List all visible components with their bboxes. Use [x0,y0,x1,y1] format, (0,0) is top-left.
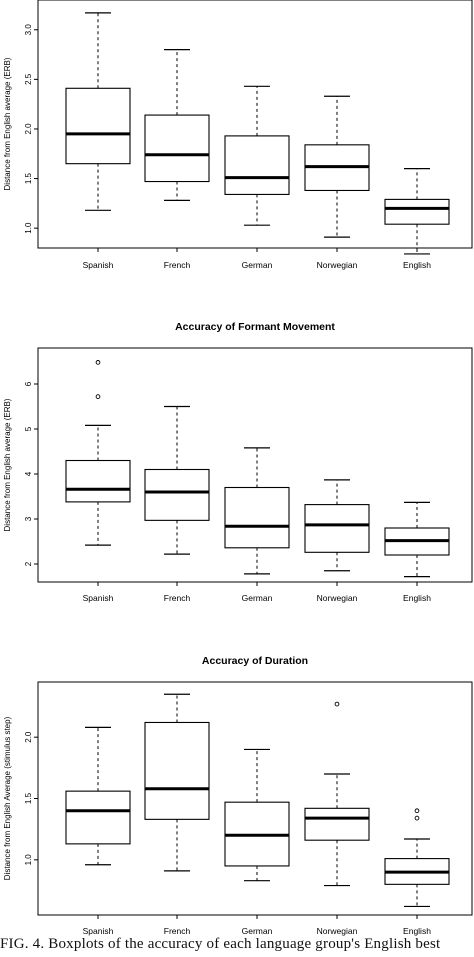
y-tick-label: 1.0 [24,854,33,866]
box-norwegian [304,95,370,238]
figure-caption: FIG. 4. Boxplots of the accuracy of each… [0,936,441,952]
x-tick-label: French [164,926,191,936]
iqr-box [65,790,131,845]
iqr-box [144,114,210,183]
plot-frame [37,0,473,249]
box-french [144,693,210,872]
plot-frame [37,347,473,583]
y-tick-label: 1.5 [24,792,33,804]
x-tick-label: Norwegian [317,260,358,270]
x-tick-label: Norwegian [317,926,358,936]
box-german [224,748,290,882]
x-tick-label: Spanish [83,260,114,270]
x-tick-label: Norwegian [317,593,358,603]
x-tick-label: Spanish [83,926,114,936]
iqr-box [224,135,290,195]
iqr-box [144,468,210,521]
iqr-box [304,504,370,553]
x-tick-label: German [242,593,273,603]
box-spanish [65,360,131,546]
outlier-point [414,815,420,821]
x-tick-label: German [242,926,273,936]
iqr-box [304,807,370,841]
y-tick-label: 5 [24,426,33,431]
box-german [224,447,290,575]
y-tick-label: 1.5 [24,172,33,184]
outlier-point [95,360,101,365]
x-tick-label: German [242,260,273,270]
box-english [384,168,450,255]
outlier-point [95,394,101,399]
y-axis-label: Distance from English average (ERB) [3,398,12,531]
box-german [224,85,290,226]
chart-panel-3: Accuracy of Duration Distance from Englis… [3,655,473,936]
chart-panel-1: Distance from English average (ERB) 1.0 1.… [3,0,473,270]
x-tick-label: English [403,260,431,270]
y-tick-label: 3.0 [24,24,33,36]
box-spanish [65,726,131,866]
iqr-box [65,87,131,165]
outlier-point [414,808,420,814]
y-axis-label: Distance from English average (ERB) [3,57,12,190]
x-tick-label: English [403,593,431,603]
iqr-box [65,459,131,503]
box-spanish [65,12,131,211]
y-tick-label: 2.5 [24,73,33,85]
box-french [144,405,210,555]
y-tick-label: 2.0 [24,123,33,135]
y-tick-label: 2.0 [24,731,33,743]
y-tick-label: 4 [24,471,33,476]
iqr-box [224,486,290,549]
box-english [384,808,450,908]
x-tick-label: French [164,593,191,603]
iqr-box [144,721,210,820]
chart-title: Accuracy of Duration [202,655,308,667]
iqr-box [384,198,450,225]
x-tick-label: English [403,926,431,936]
outlier-point [334,701,340,707]
box-french [144,48,210,201]
y-tick-label: 3 [24,516,33,521]
x-tick-label: French [164,260,191,270]
chart-title: Accuracy of Formant Movement [175,321,335,333]
y-tick-label: 1.0 [24,222,33,234]
y-tick-label: 2 [24,561,33,566]
box-english [384,501,450,578]
y-axis-label: Distance from English Average (stimulus … [3,716,12,880]
box-norwegian [304,701,370,887]
chart-panel-2: Accuracy of Formant Movement Distance fro… [3,321,473,603]
x-tick-label: Spanish [83,593,114,603]
y-tick-label: 6 [24,381,33,386]
box-norwegian [304,479,370,572]
